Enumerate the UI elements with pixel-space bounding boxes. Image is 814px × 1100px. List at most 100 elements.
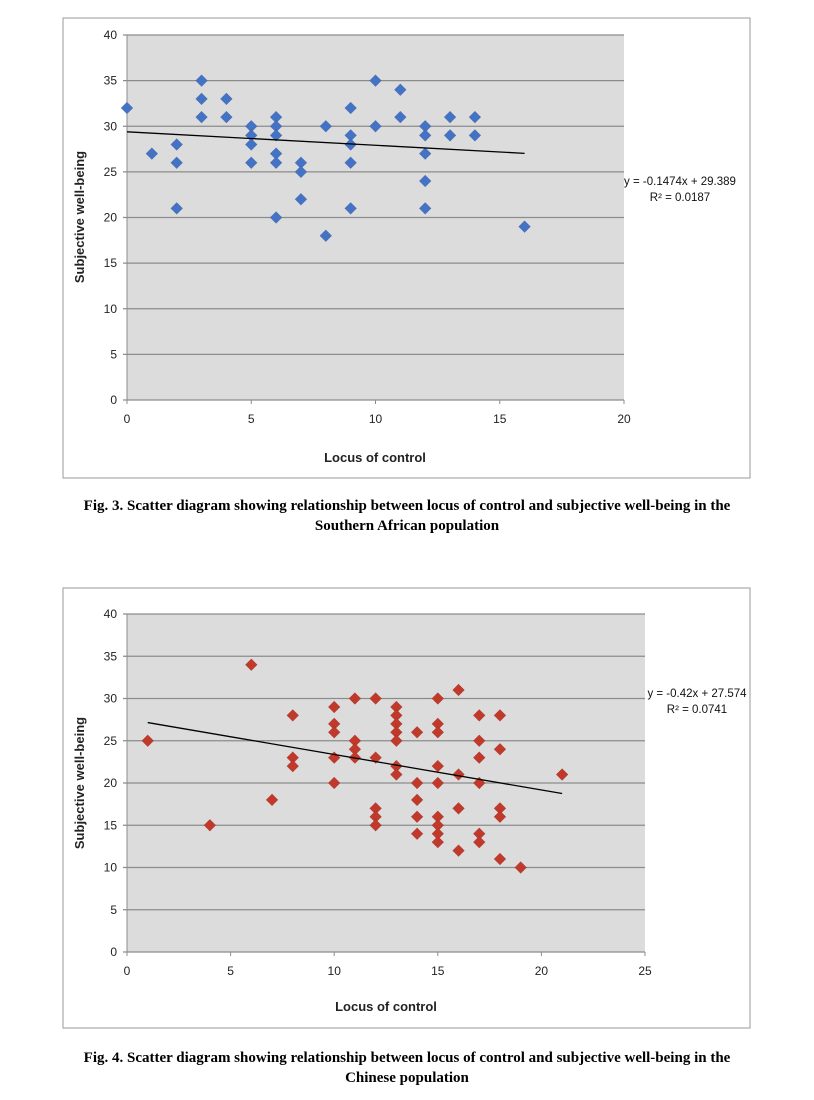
x-tick-label: 15 <box>493 412 507 426</box>
data-point <box>468 110 482 124</box>
data-point <box>369 818 382 832</box>
data-point <box>269 156 283 170</box>
data-point <box>344 101 358 115</box>
trendline-equation: y = -0.42x + 27.574 <box>647 688 747 700</box>
y-tick-label: 30 <box>104 692 118 706</box>
data-point <box>410 776 424 790</box>
data-point <box>348 692 362 705</box>
data-point <box>472 734 486 748</box>
data-point <box>244 658 258 672</box>
data-point <box>390 768 403 781</box>
data-point <box>518 220 531 233</box>
data-point <box>195 74 208 87</box>
data-point <box>431 835 445 849</box>
x-tick-label: 20 <box>535 964 549 978</box>
y-tick-label: 40 <box>104 28 118 42</box>
x-tick-label: 25 <box>638 964 652 978</box>
x-tick-label: 5 <box>227 964 234 978</box>
data-point <box>410 827 424 841</box>
data-point <box>195 110 208 124</box>
data-point <box>170 156 184 170</box>
y-tick-label: 25 <box>104 165 118 179</box>
data-point <box>410 793 424 807</box>
x-tick-label: 10 <box>369 412 383 426</box>
data-point <box>410 725 424 739</box>
x-tick-label: 20 <box>617 412 631 426</box>
data-point <box>393 83 407 97</box>
data-point <box>431 692 445 705</box>
data-point <box>269 129 283 142</box>
data-point <box>244 138 258 151</box>
y-tick-label: 35 <box>104 649 118 663</box>
data-point <box>220 110 233 124</box>
y-tick-label: 30 <box>104 119 118 133</box>
trendline <box>147 721 563 795</box>
y-tick-label: 10 <box>104 861 118 875</box>
data-point <box>443 110 457 124</box>
r-squared-label: R² = 0.0187 <box>650 192 710 204</box>
data-point <box>418 174 432 188</box>
y-tick-label: 15 <box>104 256 118 270</box>
y-tick-label: 0 <box>110 393 117 407</box>
data-point <box>244 156 258 170</box>
data-point <box>220 92 233 106</box>
x-tick-label: 0 <box>124 964 131 978</box>
data-point <box>286 709 300 722</box>
trendline-equation: y = -0.1474x + 29.389 <box>624 176 736 188</box>
y-tick-label: 0 <box>110 945 117 959</box>
data-point <box>431 725 445 739</box>
data-point <box>514 861 528 874</box>
data-point <box>327 776 341 790</box>
data-point <box>294 192 308 206</box>
y-axis-title: Subjective well-being <box>72 151 87 283</box>
data-point <box>141 734 155 748</box>
data-point <box>369 692 382 705</box>
caption-line: Southern African population <box>314 518 500 534</box>
data-point <box>418 202 432 215</box>
r-squared-label: R² = 0.0741 <box>667 704 727 716</box>
x-tick-label: 10 <box>328 964 342 978</box>
data-point <box>418 129 432 142</box>
x-tick-label: 5 <box>248 412 255 426</box>
data-point <box>418 147 432 160</box>
data-point <box>344 156 358 170</box>
data-point <box>431 776 445 790</box>
caption-line: Chinese population <box>345 1070 469 1086</box>
data-point <box>472 835 486 849</box>
x-axis-title: Locus of control <box>335 999 437 1014</box>
y-tick-label: 15 <box>104 818 118 832</box>
y-tick-label: 10 <box>104 302 118 316</box>
y-tick-label: 35 <box>104 74 118 88</box>
data-point <box>145 147 159 160</box>
data-point <box>452 844 465 857</box>
data-point <box>170 202 184 215</box>
y-tick-label: 5 <box>110 347 117 361</box>
x-tick-label: 0 <box>124 412 131 426</box>
data-point <box>120 101 134 115</box>
y-tick-label: 5 <box>110 903 117 917</box>
data-point <box>286 759 300 773</box>
figure-4-caption: Fig. 4. Scatter diagram showing relation… <box>0 1048 814 1088</box>
y-axis-title: Subjective well-being <box>72 717 87 849</box>
data-point <box>265 793 279 807</box>
x-tick-label: 15 <box>431 964 445 978</box>
data-point <box>170 138 184 151</box>
data-point <box>390 734 403 748</box>
data-point <box>269 211 283 224</box>
data-point <box>493 709 507 722</box>
caption-line: Fig. 3. Scatter diagram showing relation… <box>83 498 731 514</box>
data-point <box>393 110 407 124</box>
y-tick-label: 40 <box>104 607 118 621</box>
data-point <box>472 709 486 722</box>
data-point <box>327 725 341 739</box>
data-point <box>369 119 382 133</box>
caption-line: Fig. 4. Scatter diagram showing relation… <box>83 1050 731 1066</box>
data-point <box>452 768 465 781</box>
data-point <box>452 801 465 815</box>
data-point <box>468 129 482 142</box>
y-tick-label: 20 <box>104 776 118 790</box>
data-point <box>203 818 217 832</box>
data-point <box>319 229 333 243</box>
data-point <box>410 810 424 824</box>
